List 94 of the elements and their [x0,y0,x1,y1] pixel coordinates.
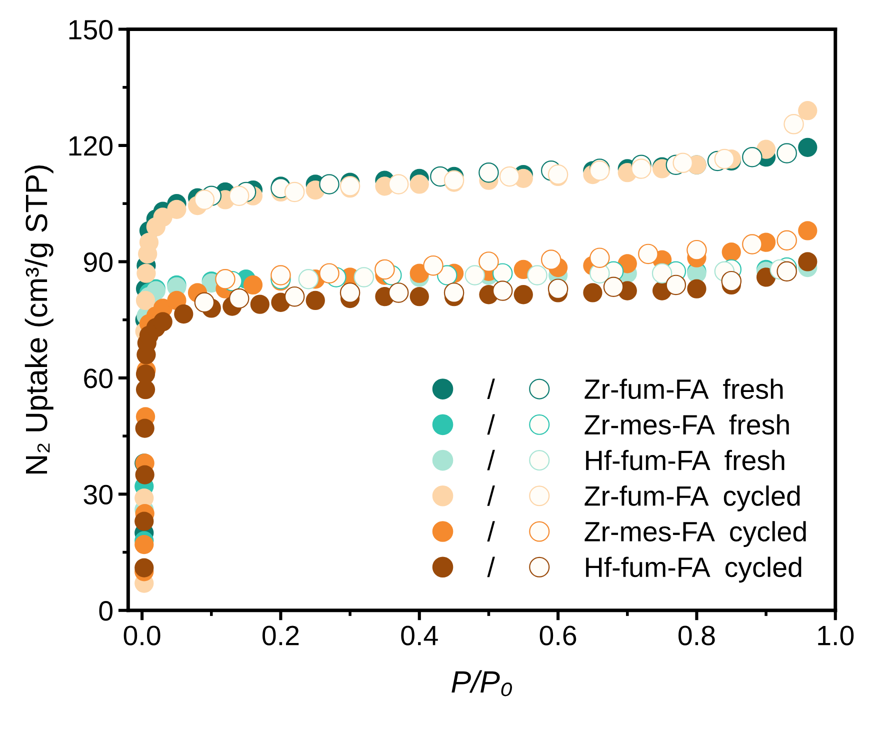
point [776,143,797,164]
point [722,242,741,262]
point [319,174,340,194]
point [134,512,154,531]
x-tick-label: 0.8 [678,626,715,646]
point [464,265,485,286]
point [687,279,706,298]
point [134,534,154,554]
point [798,252,818,272]
text: / [487,450,495,470]
point [686,240,707,260]
point [444,282,464,303]
point [319,263,340,284]
text: / [487,521,495,542]
point [672,152,693,174]
point [742,146,762,168]
point [153,312,172,332]
legend-label: Zr-fum-FA cycled [584,485,800,512]
point [478,162,499,183]
point [388,282,409,303]
point [638,244,658,264]
x-tick-label: 0.0 [124,626,160,646]
point [284,286,305,307]
point [298,269,319,290]
point [666,274,686,296]
point [174,304,194,324]
point [228,186,250,206]
point [284,182,305,202]
point [514,285,533,304]
x-tick-label: 0.6 [540,626,576,646]
point [410,174,429,194]
point [436,265,458,286]
x-tick-label: 0.4 [401,626,438,646]
point [194,292,215,313]
point [136,264,156,283]
point [228,288,250,309]
point [492,280,513,301]
y-tick-label: 60 [84,368,113,388]
point [340,282,360,303]
point [423,255,444,276]
x-tick-label: 0.2 [262,626,299,646]
y-tick-label: 150 [69,20,113,40]
point [499,166,520,187]
point [135,418,154,438]
legend-label: Zr-fum-FA fresh [584,378,783,400]
annotation: / [487,378,495,400]
point [374,259,395,280]
y-tick-label: 30 [84,484,113,504]
legend-label: Hf-fum-FA cycled [586,556,802,583]
x-axis-title: P/P₀ [452,670,512,696]
point [243,275,263,295]
point [153,208,172,227]
point [410,286,429,306]
text: / [487,485,495,506]
point [776,230,797,251]
point [135,465,154,484]
point [354,267,374,288]
y-tick-label: 0 [99,601,113,621]
point [721,270,742,292]
legend-label: Hf-fum-FA fresh [586,450,784,470]
point [590,248,610,268]
point [784,114,804,134]
point [798,101,818,120]
point [798,221,818,240]
point [136,364,156,384]
text: / [487,414,495,435]
text: / [487,556,495,578]
point [583,283,602,302]
point [134,558,154,578]
y-axis-title: N₂ Uptake (cm³/g STP) [24,166,54,474]
point [215,269,236,290]
point [478,252,499,272]
point [136,380,156,400]
legend-label: Zr-mes-FA fresh [584,414,789,435]
point [250,294,270,314]
y-tick-label: 120 [69,136,113,156]
point [603,276,624,298]
point [270,265,291,286]
point [652,263,672,284]
point [306,290,325,310]
point [388,174,409,194]
point [714,148,735,170]
legend-label: Zr-mes-FA cycled [584,521,806,547]
point [548,278,568,299]
point [742,234,762,254]
point [798,138,818,157]
point [527,265,548,286]
point [540,250,562,270]
point [167,200,186,219]
point [194,190,215,210]
x-tick-label: 1.0 [818,626,854,646]
point [492,263,513,284]
point [134,488,154,508]
y-tick-label: 90 [84,252,113,272]
